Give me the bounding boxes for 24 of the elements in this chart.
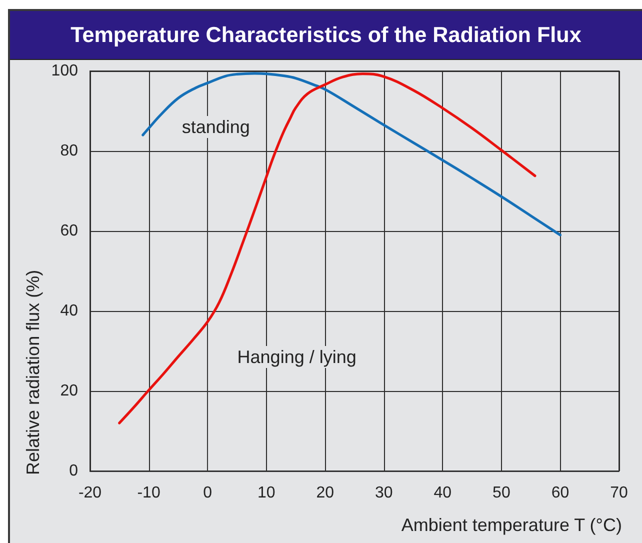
x-axis-title: Ambient temperature T (°C) [401, 515, 622, 535]
x-tick-label: 0 [203, 484, 212, 502]
line-series [142, 72, 562, 236]
x-tick-label: 70 [610, 484, 628, 502]
line-series [118, 72, 536, 424]
y-tick-label: 100 [51, 62, 78, 80]
y-axis-title: Relative radiation flux (%) [23, 270, 43, 475]
y-tick-label: 20 [60, 382, 78, 400]
x-tick-label: 20 [316, 484, 334, 502]
series-label: standing [180, 116, 252, 138]
x-tick-label: -10 [137, 484, 160, 502]
y-tick-label: 40 [60, 302, 78, 320]
y-tick-label: 0 [69, 462, 78, 480]
x-tick-label: 30 [374, 484, 393, 502]
x-tick-label: 10 [257, 484, 276, 502]
x-tick-label: 50 [492, 484, 510, 502]
y-tick-label: 60 [60, 222, 78, 240]
chart-title: Temperature Characteristics of the Radiation Flux [70, 22, 582, 48]
y-tick-label: 80 [60, 142, 78, 160]
title-banner: Temperature Characteristics of the Radiation Flux [10, 11, 642, 60]
x-tick-label: -20 [78, 484, 102, 502]
text: Hanging / lying [235, 346, 358, 368]
x-tick-label: 60 [551, 484, 570, 502]
x-tick-label: 40 [434, 484, 452, 502]
